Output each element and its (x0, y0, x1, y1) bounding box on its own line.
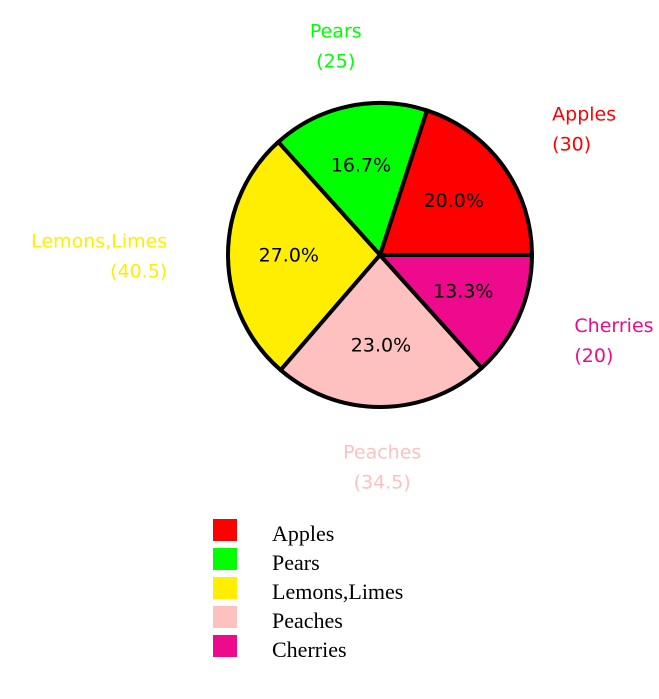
value-label: (20) (574, 345, 613, 367)
category-label: Apples (552, 103, 616, 125)
percentage-label: 13.3% (433, 281, 493, 303)
category-label: Peaches (343, 441, 421, 463)
pie-slice (378, 253, 534, 370)
percentage-label: 20.0% (424, 190, 484, 212)
legend-label: Apples (272, 521, 334, 546)
pie-slice (278, 253, 484, 409)
legend-swatch (213, 519, 237, 541)
percentage-label: 23.0% (351, 335, 411, 357)
value-label: (40.5) (110, 261, 167, 283)
value-label: (30) (552, 133, 591, 155)
pie-slice (276, 101, 429, 257)
pie-slice (226, 140, 382, 373)
percentage-label: 27.0% (259, 244, 319, 266)
percentage-label: 16.7% (331, 154, 391, 176)
value-label: (25) (316, 50, 355, 72)
legend-swatch (213, 635, 237, 657)
legend-swatch (213, 606, 237, 628)
legend-label: Lemons,Limes (272, 579, 403, 604)
pie-slice (378, 108, 534, 257)
legend-swatch (213, 548, 237, 570)
category-label: Pears (310, 20, 362, 42)
legend-label: Peaches (272, 608, 343, 633)
legend-swatch (213, 577, 237, 599)
legend-label: Cherries (272, 637, 347, 662)
category-label: Lemons,Limes (31, 231, 167, 253)
category-label: Cherries (574, 315, 653, 337)
legend-label: Pears (272, 550, 320, 575)
value-label: (34.5) (354, 471, 411, 493)
